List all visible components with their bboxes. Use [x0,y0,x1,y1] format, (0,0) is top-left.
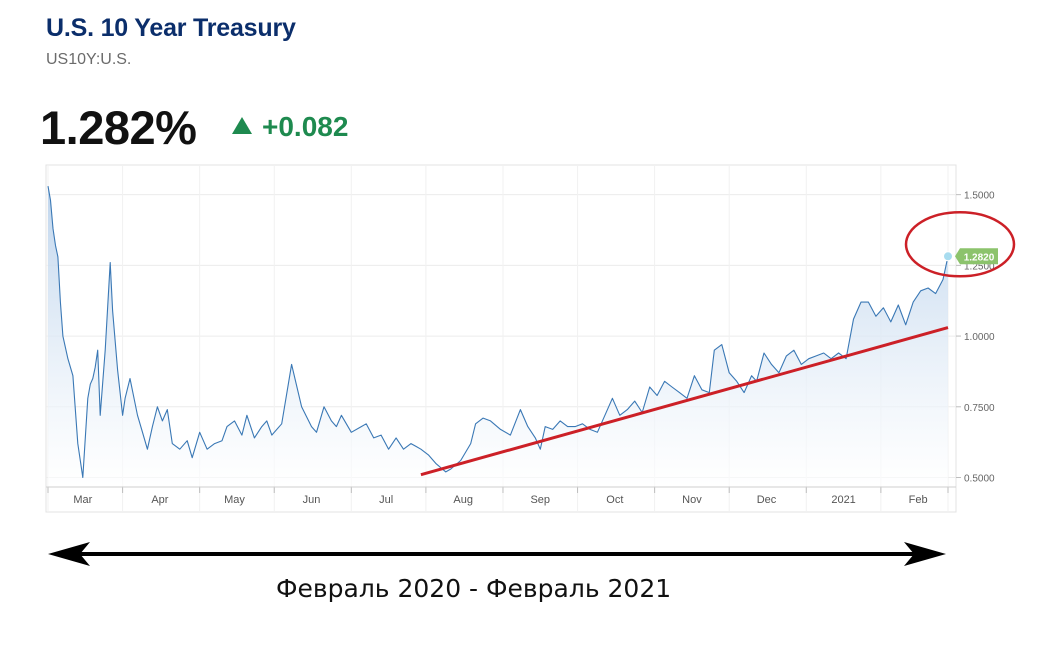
x-tick-label: Nov [682,494,702,506]
arrow-right-icon [904,542,946,566]
up-triangle-icon [232,117,252,134]
trendline-layer [420,326,949,477]
last-point [943,251,953,262]
last-value-badge [955,248,998,265]
y-tick-label: 1.2500 [964,261,995,272]
x-tick-label: Jun [303,494,321,506]
axes: 1.5000 1.2500 1.0000 0.7500 0.5000 Mar Apr May J… [46,191,995,506]
area-fill [48,186,948,486]
x-tick-label: 2021 [831,494,855,506]
x-tick-label: Aug [453,494,473,506]
period-arrow [48,542,946,566]
x-tick-label: Apr [151,494,168,506]
x-tick-label: Dec [757,494,777,506]
x-tick-label: Oct [606,494,623,506]
change-value: +0.082 [262,111,349,142]
ticker-symbol: US10Y:U.S. [46,51,132,68]
last-value-label: 1.2820 [964,252,995,263]
x-tick-label: Jul [379,494,393,506]
highlight-circle [904,211,1016,278]
arrow-left-icon [48,542,90,566]
x-tick-label: May [224,494,245,506]
current-yield: 1.282% [40,101,197,154]
x-tick-label: Feb [909,494,928,506]
last-value-marker: 1.2820 [904,211,1016,278]
page-title: U.S. 10 Year Treasury [46,14,296,42]
x-tick-label: Mar [73,494,92,506]
y-tick-label: 1.0000 [964,332,995,343]
period-caption: Февраль 2020 - Февраль 2021 [276,574,672,603]
x-tick-label: Sep [530,494,550,506]
trendline [420,326,949,477]
change-indicator: +0.082 [232,111,348,143]
y-tick-label: 1.5000 [964,191,995,202]
y-tick-label: 0.7500 [964,403,995,414]
y-tick-label: 0.5000 [964,474,995,485]
